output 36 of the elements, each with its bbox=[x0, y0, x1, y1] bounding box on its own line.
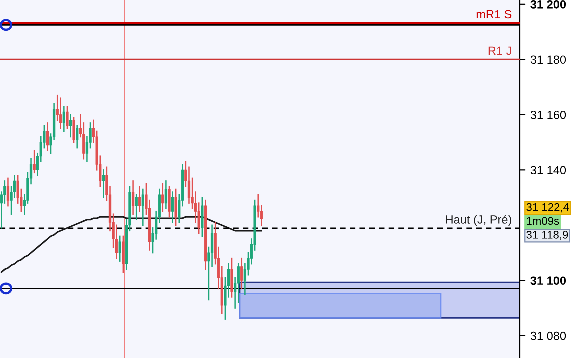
y-tick-label: 31 100 bbox=[530, 276, 566, 286]
candlestick bbox=[122, 236, 125, 273]
candlestick bbox=[142, 188, 144, 226]
candlestick bbox=[76, 125, 79, 149]
candlestick bbox=[60, 98, 62, 130]
candlestick bbox=[102, 170, 106, 198]
y-tick-label: 31 160 bbox=[530, 110, 566, 120]
y-tick-label: 31 180 bbox=[530, 56, 566, 64]
candlestick bbox=[174, 188, 178, 226]
candlestick bbox=[66, 106, 69, 130]
candlestick bbox=[6, 178, 10, 207]
candlestick bbox=[33, 150, 36, 174]
text: 1m09s bbox=[527, 217, 560, 226]
candlestick bbox=[171, 192, 174, 224]
y-tick-label: 31 200 bbox=[530, 0, 566, 9]
ref-line-label: Haut (J, Pré) bbox=[446, 215, 512, 226]
candlestick bbox=[132, 180, 135, 215]
candlestick bbox=[72, 117, 76, 144]
candlestick bbox=[69, 114, 72, 138]
y-tick-label: 31 140 bbox=[530, 166, 566, 175]
candlestick bbox=[135, 194, 138, 221]
ref-line-label: R1 J bbox=[488, 46, 512, 56]
candlestick bbox=[230, 258, 234, 298]
candlestick bbox=[164, 180, 168, 210]
ref-line-label: mR1 S bbox=[476, 10, 512, 19]
text: 31 118,9 bbox=[526, 231, 568, 240]
candlestick bbox=[201, 197, 204, 238]
candlestick bbox=[168, 186, 171, 218]
candlestick bbox=[62, 106, 66, 132]
text: 31 122,4 bbox=[526, 203, 570, 213]
candlestick bbox=[162, 183, 164, 212]
y-tick-label: 31 080 bbox=[530, 332, 566, 340]
candlestick bbox=[240, 258, 244, 290]
candlestick bbox=[46, 122, 50, 152]
candlestick bbox=[138, 186, 142, 212]
candlestick bbox=[118, 236, 122, 262]
